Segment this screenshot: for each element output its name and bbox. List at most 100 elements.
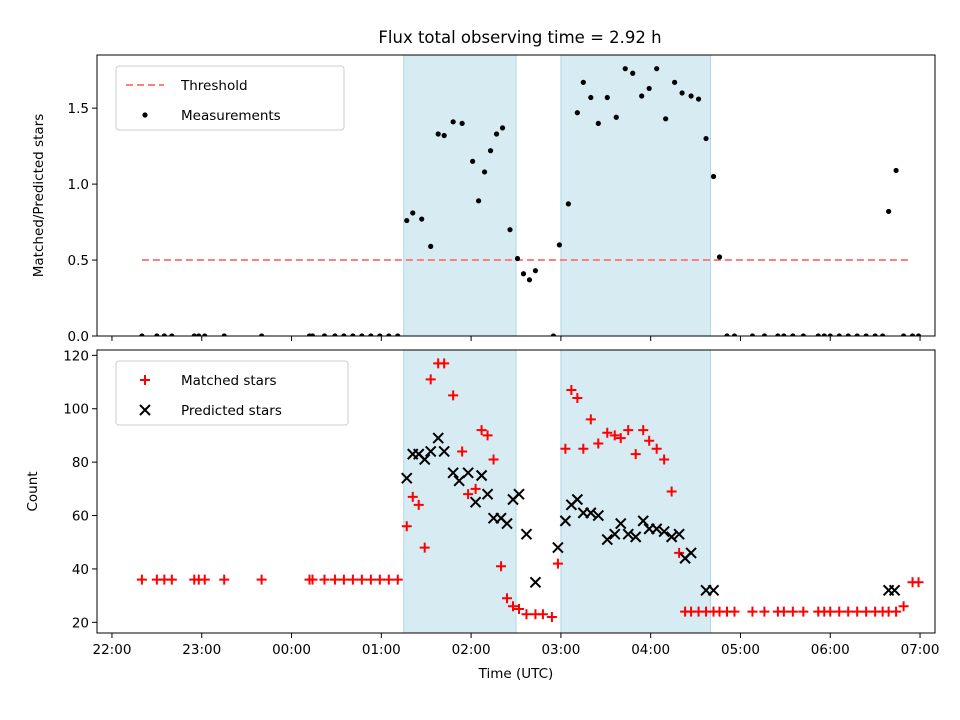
predicted-point <box>592 509 605 522</box>
measurement-point <box>196 333 202 336</box>
matched-point <box>338 574 349 585</box>
matched-point <box>585 414 596 425</box>
matched-point <box>861 606 872 617</box>
measurement-point <box>613 114 619 120</box>
measurement-point <box>191 333 197 336</box>
legend-label: Measurements <box>181 108 281 124</box>
measurement-point <box>703 135 709 142</box>
matched-point <box>513 603 524 614</box>
matched-point <box>560 443 571 454</box>
matched-point <box>729 606 740 617</box>
matched-point <box>392 574 403 585</box>
y-tick-label: 20 <box>72 615 89 631</box>
measurement-point <box>475 198 482 204</box>
matched-point <box>508 601 519 612</box>
measurement-point <box>481 169 488 175</box>
measurement-point <box>800 333 806 336</box>
predicted-point <box>637 515 649 527</box>
measurement-point <box>663 116 669 122</box>
measurement-point <box>604 94 610 101</box>
x-tick-label: 05:00 <box>721 642 760 658</box>
matched-point <box>825 606 836 617</box>
matched-point <box>521 609 532 620</box>
matched-point <box>834 606 845 617</box>
legend-box <box>115 360 349 426</box>
predicted-point <box>432 432 444 444</box>
measurement-point <box>710 173 717 180</box>
predicted-point <box>529 576 542 588</box>
predicted-point <box>601 533 613 546</box>
measurement-point <box>404 217 410 224</box>
predicted-point <box>673 528 685 540</box>
matched-point <box>630 449 641 460</box>
predicted-point <box>438 445 450 458</box>
axes-frame <box>96 54 936 337</box>
predicted-point <box>650 523 663 535</box>
measurement-point <box>761 333 768 336</box>
predicted-point <box>559 515 572 527</box>
matched-point <box>666 486 677 497</box>
measurement-point <box>781 333 787 336</box>
x-tick-label: 00:00 <box>272 642 311 658</box>
measurement-point <box>321 333 328 336</box>
shaded-interval-0 <box>403 54 517 337</box>
measurement-point <box>588 94 594 101</box>
measurement-point <box>386 333 392 336</box>
chart-title: Flux total observing time = 2.92 h <box>378 28 661 47</box>
measurement-point <box>679 90 685 96</box>
measurement-point <box>731 333 738 336</box>
measurement-point <box>574 110 580 116</box>
matched-point <box>674 547 685 558</box>
matched-point <box>374 574 385 585</box>
y-tick-label: 1.5 <box>68 101 89 117</box>
predicted-point <box>453 475 465 487</box>
measurement-point <box>630 70 636 76</box>
predicted-point <box>615 517 627 530</box>
matched-point <box>329 574 340 585</box>
predicted-point <box>475 469 488 482</box>
measurement-point <box>470 158 476 164</box>
predicted-point <box>630 531 642 543</box>
matched-point <box>448 390 459 401</box>
matched-point <box>401 521 412 532</box>
y-tick-label: 1.0 <box>68 177 89 193</box>
legend: Matched stars Predicted stars <box>115 360 349 426</box>
matched-point <box>644 435 655 446</box>
predicted-point <box>665 531 678 543</box>
measurement-point <box>872 333 878 336</box>
measurement-point <box>202 333 208 336</box>
measurement-point <box>410 210 416 216</box>
shaded-interval-0 <box>403 349 517 634</box>
measurement-point <box>749 333 756 336</box>
matched-point <box>439 358 450 369</box>
y-tick-label: 0.5 <box>68 253 89 269</box>
matched-point <box>307 574 318 585</box>
matched-point <box>578 443 589 454</box>
measurement-point <box>499 125 506 131</box>
matched-point <box>898 601 909 612</box>
top-panel-ratio: 0.0 0.5 1.0 1.5 Matched/Predicted stars Thres… <box>31 54 936 345</box>
matched-point <box>623 425 634 436</box>
legend-label: Threshold <box>180 78 248 94</box>
legend-label: Predicted stars <box>181 403 282 419</box>
measurement-point <box>654 66 660 72</box>
measurement-point <box>595 120 601 126</box>
legend-swatch-measurements <box>142 112 148 118</box>
matched-point <box>602 427 613 438</box>
measurement-point <box>395 333 401 336</box>
measurement-point <box>419 216 425 222</box>
measurement-point <box>309 333 316 336</box>
predicted-point <box>424 445 437 458</box>
predicted-point <box>585 507 597 519</box>
measurement-point <box>154 333 160 336</box>
predicted-point <box>447 467 459 479</box>
x-tick-label: 22:00 <box>93 642 132 658</box>
matched-point <box>470 483 481 494</box>
measurement-point <box>854 333 860 336</box>
axes-frame <box>96 349 936 634</box>
y-tick-label: 40 <box>72 562 89 578</box>
shaded-interval-1 <box>560 54 712 337</box>
measurement-point <box>556 242 562 248</box>
matched-point <box>419 542 430 553</box>
measurement-point <box>550 333 557 336</box>
